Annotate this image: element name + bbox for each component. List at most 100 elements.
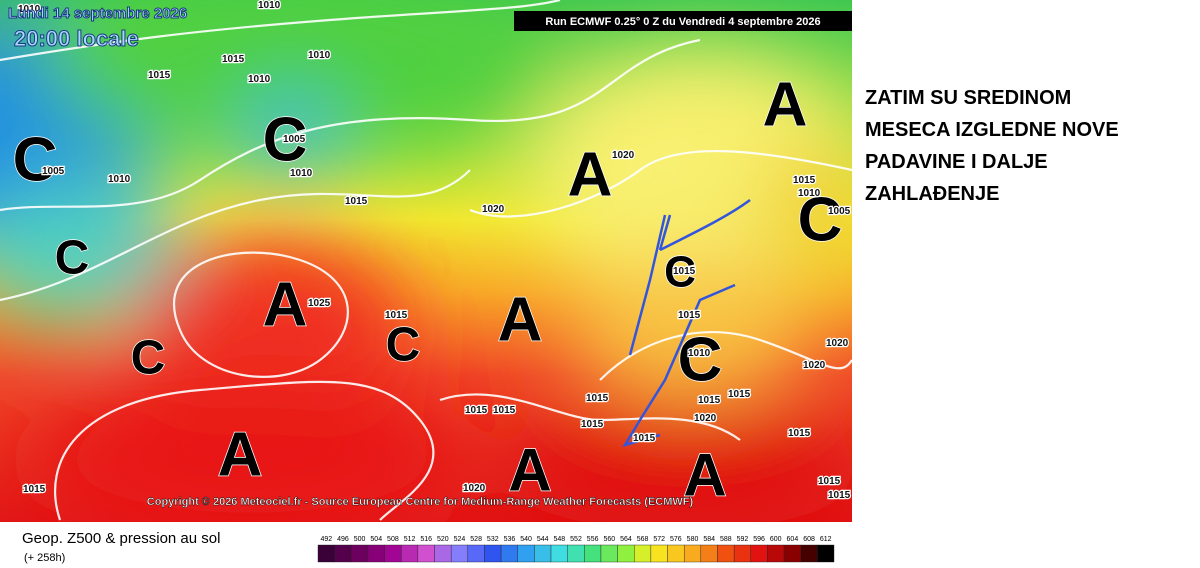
isobar-label: 1010 — [798, 188, 821, 199]
scale-swatch — [384, 544, 402, 563]
note-line: PADAVINE I DALJE — [865, 151, 1048, 173]
isobar-label: 1010 — [18, 4, 41, 15]
scale-label: 592 — [737, 536, 749, 543]
scale-label: 504 — [370, 536, 382, 543]
isobar-label: 1015 — [148, 70, 171, 81]
isobar-label: 1010 — [248, 74, 271, 85]
pressure-center: C — [55, 232, 90, 285]
isobar-label: 1015 — [581, 419, 604, 430]
scale-swatch — [717, 544, 735, 563]
copyright: Copyright © 2026 Meteociel.fr - Source E… — [147, 496, 694, 508]
scale-swatch — [783, 544, 801, 563]
scale-label: 600 — [770, 536, 782, 543]
scale-swatch — [500, 544, 518, 563]
isobar-label: 1015 — [222, 54, 245, 65]
isobar-label: 1025 — [308, 298, 331, 309]
isobar-label: 1010 — [688, 348, 711, 359]
isobar-label: 1010 — [290, 168, 313, 179]
scale-swatch — [450, 544, 469, 563]
note-line: ZATIM SU SREDINOM — [865, 87, 1071, 109]
scale-label: 604 — [787, 536, 799, 543]
scale-label: 596 — [753, 536, 765, 543]
scale-swatch — [667, 544, 685, 563]
scale-label: 580 — [687, 536, 699, 543]
scale-swatch — [767, 544, 785, 563]
scale-swatch — [634, 544, 652, 563]
isobar-label: 1015 — [586, 393, 609, 404]
pressure-center: A — [218, 421, 263, 490]
pressure-center: A — [263, 271, 308, 340]
isobar-label: 1015 — [728, 389, 751, 400]
pressure-center: C — [386, 319, 421, 372]
isobar-label: 1015 — [465, 405, 488, 416]
scale-swatch — [550, 544, 568, 563]
scale-label: 532 — [487, 536, 499, 543]
scale-label: 564 — [620, 536, 632, 543]
isobar-label: 1005 — [42, 166, 65, 177]
scale-label: 492 — [320, 536, 332, 543]
scale-label: 544 — [537, 536, 549, 543]
time: 20:00 locale — [14, 26, 139, 51]
scale-label: 568 — [637, 536, 649, 543]
scale-label: 608 — [803, 536, 815, 543]
scale-swatch — [683, 544, 702, 563]
pressure-center: A — [508, 437, 551, 504]
note-line: ZAHLAĐENJE — [865, 183, 999, 205]
scale-label: 584 — [703, 536, 715, 543]
scale-swatch — [517, 544, 535, 563]
scale-label: 552 — [570, 536, 582, 543]
isobar-label: 1020 — [482, 204, 505, 215]
scale-label: 572 — [653, 536, 665, 543]
pressure-center: A — [568, 141, 613, 210]
scale-label: 536 — [504, 536, 516, 543]
scale-label: 560 — [603, 536, 615, 543]
scale-label: 524 — [454, 536, 466, 543]
run-info: Run ECMWF 0.25° 0 Z du Vendredi 4 septem… — [545, 16, 820, 28]
isobar-label: 1015 — [828, 490, 851, 501]
scale-label: 612 — [820, 536, 832, 543]
scale-swatch — [600, 544, 618, 563]
pressure-center: C — [664, 248, 696, 297]
scale-label: 540 — [520, 536, 532, 543]
isobar-label: 1015 — [698, 395, 721, 406]
scale-swatch — [351, 544, 369, 563]
scale-swatch — [467, 544, 485, 563]
scale-swatch — [650, 544, 668, 563]
scale-swatch — [417, 544, 435, 563]
scale-label: 516 — [420, 536, 432, 543]
pressure-center: C — [798, 186, 843, 255]
isobar-label: 1005 — [283, 134, 306, 145]
scale-swatch — [484, 544, 502, 563]
scale-label: 496 — [337, 536, 349, 543]
pressure-center: C — [13, 126, 58, 195]
scale-label: 556 — [587, 536, 599, 543]
scale-swatch — [817, 544, 835, 563]
scale-swatch — [733, 544, 751, 563]
scale-swatch — [617, 544, 635, 563]
isobar-label: 1015 — [788, 428, 811, 439]
isobar-label: 1015 — [23, 484, 46, 495]
scale-swatch — [317, 544, 335, 563]
legend-subtitle: (+ 258h) — [24, 552, 65, 564]
isobar-label: 1015 — [345, 196, 368, 207]
scale-label: 576 — [670, 536, 682, 543]
isobar-label: 1020 — [463, 483, 486, 494]
pressure-center: C — [263, 106, 308, 175]
legend-title: Geop. Z500 & pression au sol — [22, 530, 220, 547]
pressure-center: A — [763, 71, 808, 140]
pressure-center: C — [131, 332, 166, 385]
scale-label: 548 — [554, 536, 566, 543]
scale-swatch — [750, 544, 768, 563]
isobar-label: 1010 — [258, 0, 281, 11]
scale-swatch — [334, 544, 352, 563]
scale-label: 512 — [404, 536, 416, 543]
scale-swatch — [700, 544, 718, 563]
isobar-label: 1015 — [493, 405, 516, 416]
isobar-label: 1010 — [308, 50, 331, 61]
isobar-label: 1020 — [612, 150, 635, 161]
scale-label: 520 — [437, 536, 449, 543]
isobar-label: 1020 — [826, 338, 849, 349]
